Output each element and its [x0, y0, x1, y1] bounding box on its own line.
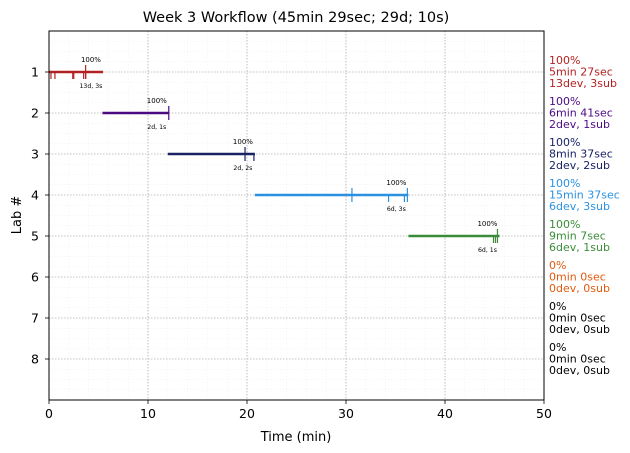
grid — [48, 31, 545, 400]
y-tick-label: 7 — [31, 311, 39, 326]
lab-summary-line: 0dev, 0sub — [549, 323, 610, 336]
axis-ticks: 0 10 20 30 40 50 1 2 3 4 5 6 7 8 — [31, 65, 552, 422]
lab-percent-label: 100% — [147, 97, 167, 105]
y-tick-label: 2 — [31, 106, 39, 121]
y-tick-label: 6 — [31, 270, 39, 285]
lab-summary-line: 9min 7sec — [549, 230, 606, 243]
lab-summary-line: 0% — [549, 341, 566, 354]
lab-summary-line: 15min 37sec — [549, 189, 620, 202]
lab-summary-line: 6min 41sec — [549, 107, 613, 120]
lab-summary-line: 0min 0sec — [549, 353, 606, 366]
y-tick-label: 3 — [31, 147, 39, 162]
lab-counts-label: 6d, 1s — [478, 247, 497, 254]
lab-summary-line: 13dev, 3sub — [549, 77, 617, 90]
lab-percent-label: 100% — [477, 220, 497, 228]
lab-summary-line: 2dev, 2sub — [549, 159, 610, 172]
lab-percent-label: 100% — [386, 179, 406, 187]
lab-counts-label: 2d, 1s — [147, 124, 166, 131]
lab-summary-line: 0% — [549, 259, 566, 272]
lab-percent-label: 100% — [233, 138, 253, 146]
chart-title: Week 3 Workflow (45min 29sec; 29d; 10s) — [143, 10, 450, 26]
x-axis-label: Time (min) — [260, 430, 332, 445]
lab-percent-label: 100% — [81, 56, 101, 64]
x-tick-label: 20 — [239, 406, 255, 421]
lab-summary-line: 6dev, 1sub — [549, 241, 610, 254]
x-tick-label: 10 — [140, 406, 156, 421]
x-tick-label: 40 — [437, 406, 453, 421]
lab-summary-line: 5min 27sec — [549, 66, 613, 79]
lab-summary-line: 6dev, 3sub — [549, 200, 610, 213]
y-tick-label: 4 — [31, 188, 39, 203]
plot-frame — [48, 30, 545, 401]
lab-summary-line: 0min 0sec — [549, 312, 606, 325]
y-axis-label: Lab # — [10, 196, 25, 235]
x-tick-label: 50 — [536, 406, 552, 421]
lab-summary-line: 0% — [549, 300, 566, 313]
x-tick-label: 0 — [45, 406, 53, 421]
lab-summary-line: 100% — [549, 54, 580, 67]
lab-summary-line: 0min 0sec — [549, 271, 606, 284]
lab-summary-line: 100% — [549, 95, 580, 108]
y-tick-label: 8 — [31, 352, 39, 367]
lab-summary-line: 2dev, 1sub — [549, 118, 610, 131]
lab-summary-line: 8min 37sec — [549, 148, 613, 161]
y-tick-label: 5 — [31, 229, 39, 244]
lab-summary-line: 100% — [549, 136, 580, 149]
x-tick-label: 30 — [338, 406, 354, 421]
lab-counts-label: 13d, 3s — [80, 83, 103, 90]
lab-counts-label: 2d, 2s — [233, 165, 252, 172]
y-tick-label: 1 — [31, 65, 39, 80]
lab-bars: 100% 13d, 3s 100% 2d, 1s 100% 2d, 2s 100% 6d, 3… — [49, 56, 500, 254]
lab-summary-line: 100% — [549, 218, 580, 231]
lab-summary-line: 100% — [549, 177, 580, 190]
lab-summary-line: 0dev, 0sub — [549, 282, 610, 295]
lab-counts-label: 6d, 3s — [387, 206, 406, 213]
lab-summary-line: 0dev, 0sub — [549, 364, 610, 377]
